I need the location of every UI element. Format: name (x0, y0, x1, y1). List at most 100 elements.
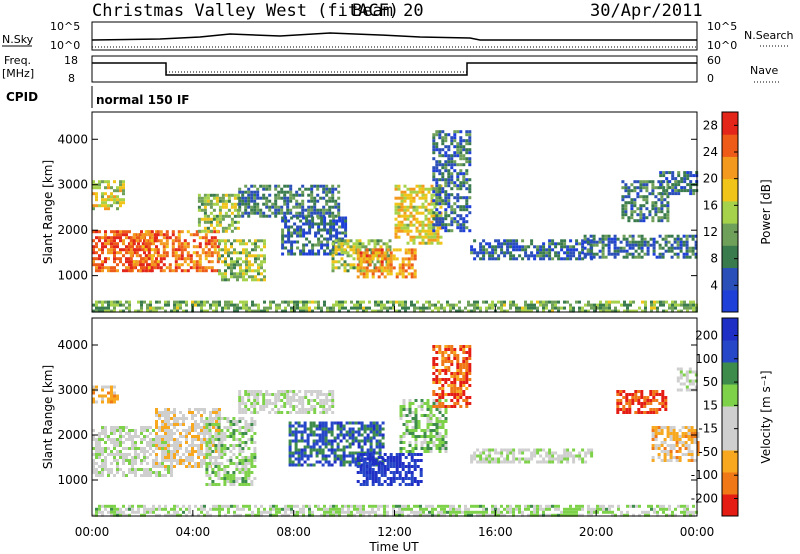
velocity-cell (432, 414, 436, 417)
power-cell (257, 254, 260, 258)
power-cell (165, 254, 169, 258)
velocity-cell (357, 421, 361, 425)
power-cell (637, 243, 641, 247)
power-cell (254, 309, 257, 313)
velocity-cell (247, 459, 251, 462)
velocity-cell (313, 411, 317, 414)
velocity-cell (110, 462, 113, 465)
power-cell (125, 306, 128, 310)
power-cell (419, 306, 422, 310)
velocity-cell (268, 411, 272, 414)
velocity-cell (316, 402, 320, 405)
power-cell (395, 248, 399, 252)
power-cell (242, 306, 245, 310)
velocity-cell (365, 474, 369, 477)
velocity-cell (378, 433, 382, 437)
power-cell (563, 257, 567, 261)
power-cell (323, 252, 327, 256)
power-cell (301, 202, 305, 206)
power-cell (625, 255, 629, 259)
power-cell (277, 205, 281, 209)
power-cell (110, 192, 113, 196)
velocity-cell (203, 429, 206, 432)
power-cell (374, 269, 378, 273)
velocity-cell (116, 465, 119, 468)
velocity-cell (435, 363, 439, 366)
power-cell (128, 300, 131, 304)
power-cell (233, 309, 236, 313)
velocity-cell (438, 381, 442, 384)
power-cell (383, 251, 387, 255)
velocity-cell (369, 442, 373, 446)
power-cell (132, 239, 136, 243)
power-cell (174, 254, 178, 258)
power-cell (583, 246, 587, 250)
velocity-cell (432, 393, 436, 396)
velocity-cell (158, 426, 161, 429)
power-cell (462, 157, 466, 161)
power-cell (456, 154, 460, 158)
velocity-cell (208, 453, 212, 456)
velocity-cell (244, 444, 248, 447)
velocity-cell (161, 465, 164, 468)
velocity-cell (110, 468, 113, 471)
velocity-cell (277, 411, 281, 414)
velocity-cell (410, 459, 414, 462)
power-cell (470, 251, 474, 255)
power-cell (398, 272, 402, 276)
velocity-cell (217, 471, 221, 474)
power-cell (290, 246, 294, 250)
power-cell (212, 193, 216, 197)
power-cell (183, 260, 187, 264)
velocity-cell (306, 436, 310, 440)
velocity-cell (386, 465, 390, 468)
velocity-cell (173, 411, 176, 414)
power-cell (197, 303, 200, 307)
velocity-cell (256, 390, 260, 393)
velocity-cell (408, 402, 412, 405)
power-cell (198, 269, 202, 273)
power-cell (263, 257, 266, 261)
power-cell (450, 142, 454, 146)
power-cell (450, 211, 454, 215)
power-cell (692, 309, 695, 313)
power-cell (449, 303, 452, 307)
velocity-cell (107, 435, 110, 438)
power-cell (207, 254, 211, 258)
power-cell (247, 202, 251, 206)
power-cell (545, 254, 549, 258)
power-cell (685, 255, 689, 259)
power-cell (657, 207, 661, 211)
velocity-cell (432, 363, 436, 366)
velocity-cell (462, 372, 466, 375)
power-cell (280, 187, 284, 191)
power-cell (277, 193, 281, 197)
power-cell (412, 187, 416, 191)
velocity-cell (399, 441, 403, 444)
power-cell (389, 263, 393, 267)
velocity-cell (413, 477, 417, 480)
power-cell (430, 214, 434, 218)
power-cell (215, 229, 219, 233)
velocity-cell (176, 420, 179, 423)
velocity-cell (482, 457, 486, 461)
power-cell (459, 157, 463, 161)
power-cell (128, 260, 131, 264)
power-cell (216, 260, 220, 264)
velocity-cell (318, 439, 322, 443)
power-cell (113, 306, 116, 310)
power-cell (182, 300, 185, 304)
power-cell (265, 202, 269, 206)
velocity-cell (441, 438, 445, 441)
velocity-cell (356, 453, 360, 456)
velocity-cell (277, 408, 281, 411)
power-cell (435, 148, 439, 152)
power-cell (671, 189, 675, 193)
power-cell (566, 251, 570, 255)
power-cell (631, 234, 635, 238)
power-cell (653, 300, 656, 304)
velocity-cell (209, 417, 212, 420)
power-cell (639, 183, 643, 187)
power-cell (195, 245, 199, 249)
velocity-cell (182, 429, 185, 432)
